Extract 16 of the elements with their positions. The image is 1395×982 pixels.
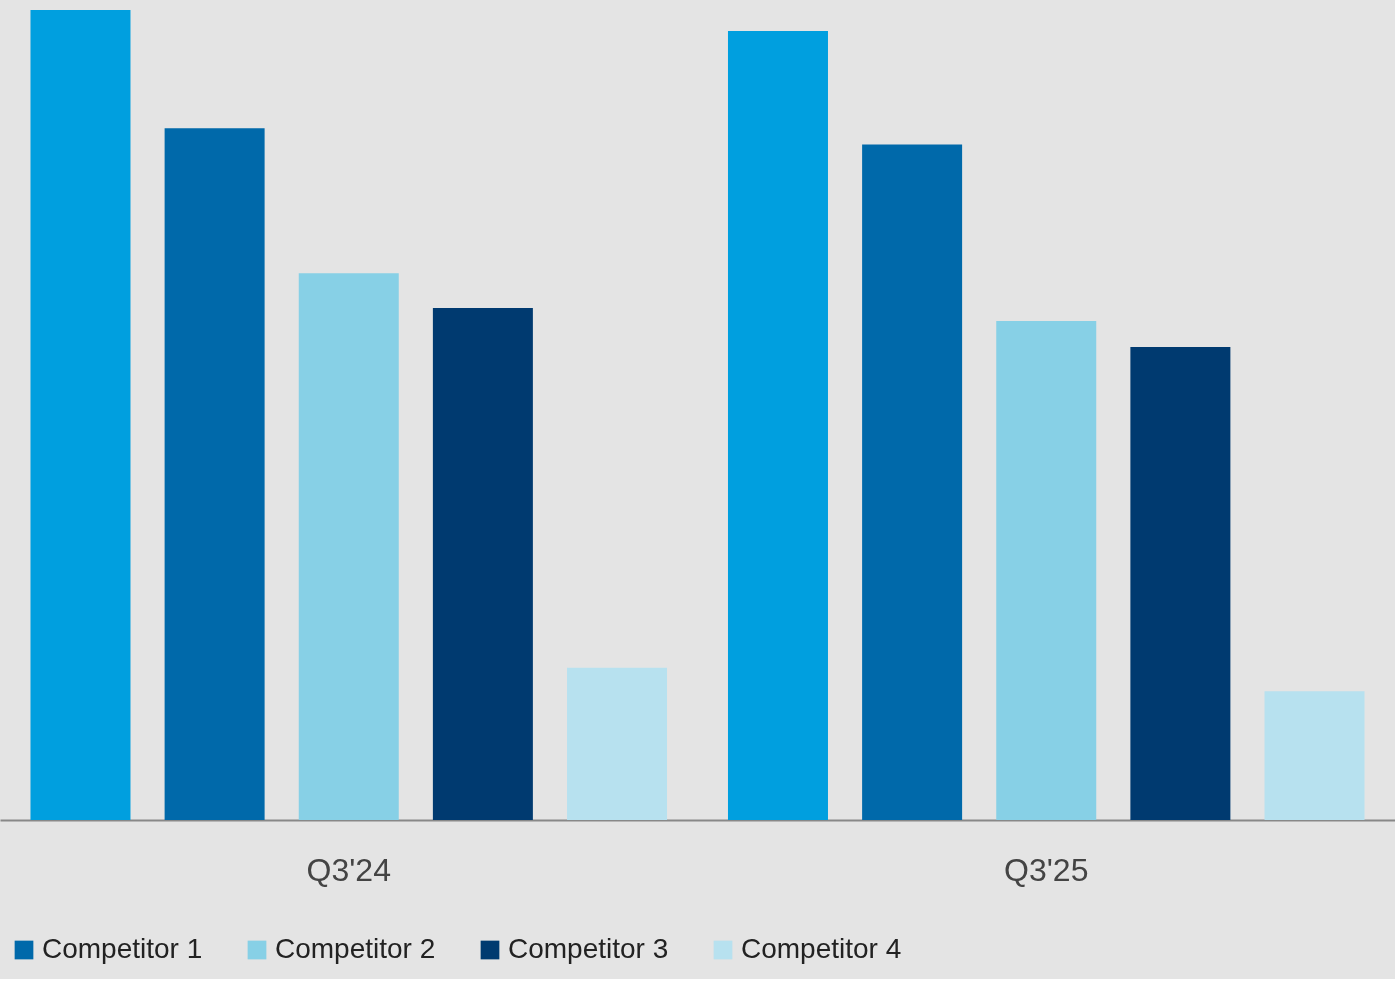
bar	[1130, 346, 1231, 820]
bar	[1264, 691, 1365, 820]
x-tick-label: Q3'24	[306, 851, 391, 888]
legend-label: Competitor 4	[741, 933, 902, 964]
bar	[432, 308, 533, 820]
bar	[30, 10, 131, 820]
legend-label: Competitor 2	[275, 933, 436, 964]
bar	[727, 31, 828, 820]
bar	[862, 144, 963, 820]
bar	[567, 667, 668, 820]
bar	[164, 128, 265, 820]
legend-label: Competitor 3	[508, 933, 669, 964]
legend-label: Competitor 1	[42, 933, 203, 964]
x-tick-label: Q3'25	[1004, 851, 1089, 888]
bar	[298, 273, 399, 820]
bar	[996, 321, 1097, 820]
